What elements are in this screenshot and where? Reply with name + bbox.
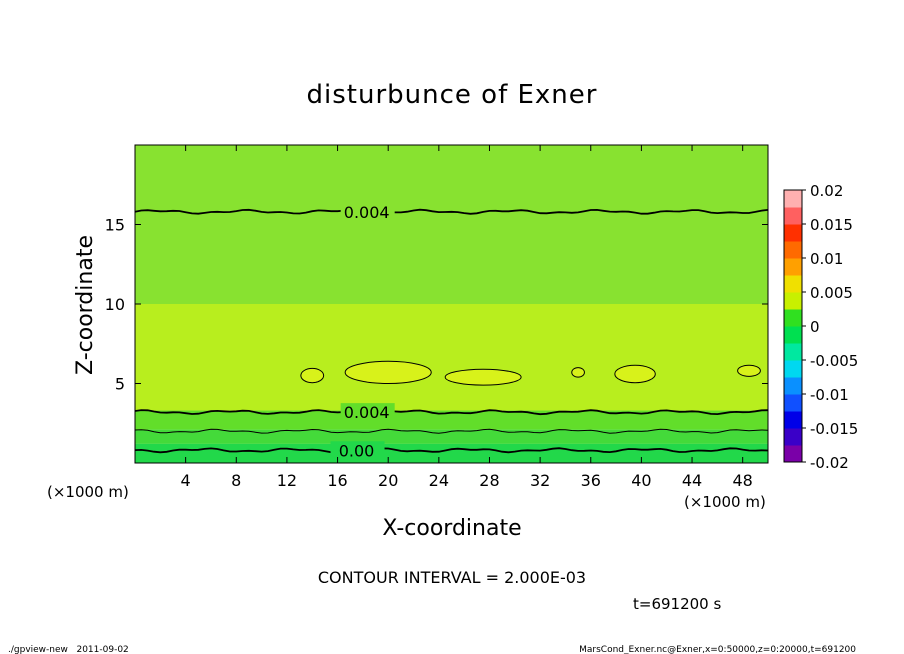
contour-line-1 <box>135 409 768 416</box>
x-tick-label: 44 <box>682 471 702 490</box>
colorbar-segment <box>784 445 802 463</box>
colorbar-segment <box>784 343 802 361</box>
x-unit-right: (×1000 m) <box>684 493 766 511</box>
x-axis-label: X-coordinate <box>382 516 521 541</box>
x-tick-label: 48 <box>733 471 753 490</box>
colorbar-tick-label: -0.02 <box>810 454 849 472</box>
colorbar-segment <box>784 411 802 429</box>
y-axis-label: Z-coordinate <box>73 235 98 375</box>
y-tick-label: 15 <box>105 216 125 235</box>
band-0 <box>135 145 768 304</box>
colorbar-tick-label: -0.005 <box>810 352 858 370</box>
closed-contour-0 <box>300 367 325 384</box>
closed-contour-1 <box>344 360 432 384</box>
closed-contours <box>300 360 761 386</box>
colorbar-tick-label: 0 <box>810 318 820 336</box>
colorbar-segment <box>784 309 802 327</box>
colorbar-segment <box>784 428 802 446</box>
colorbar-segment <box>784 190 802 208</box>
contour-interval-text: CONTOUR INTERVAL = 2.000E-03 <box>318 568 586 587</box>
plot-area: 0.004 0.004 0.00 <box>135 145 768 463</box>
closed-contour-3 <box>614 364 656 384</box>
colorbar-segment <box>784 241 802 259</box>
x-tick-label: 24 <box>429 471 449 490</box>
x-tick-label: 20 <box>378 471 398 490</box>
colorbar-tick-label: -0.01 <box>810 386 849 404</box>
contour-line-0 <box>135 208 768 215</box>
contour-label-bg <box>340 403 395 422</box>
x-tick-label: 28 <box>479 471 499 490</box>
colorbar-tick-label: 0.005 <box>810 284 853 302</box>
y-tick-label: 5 <box>115 375 125 394</box>
contour-label-bg <box>330 441 385 460</box>
closed-contour-2 <box>444 368 522 386</box>
x-tick-label: 40 <box>631 471 651 490</box>
contour-line-2 <box>135 428 768 434</box>
colorbar-segment <box>784 326 802 344</box>
colorbar-tick-label: 0.02 <box>810 182 843 200</box>
contour-lines: 0.004 0.004 0.00 <box>135 202 768 460</box>
colorbar-tick-label: -0.015 <box>810 420 858 438</box>
footer-right-text: MarsCond_Exner.nc@Exner,x=0:50000,z=0:20… <box>579 645 856 654</box>
colorbar-segment <box>784 292 802 310</box>
x-tick-label: 12 <box>277 471 297 490</box>
x-tick-label: 4 <box>181 471 191 490</box>
x-unit-left: (×1000 m) <box>47 483 129 501</box>
colorbar-tick-label: 0.015 <box>810 216 853 234</box>
chart-title: disturbunce of Exner <box>307 80 598 110</box>
x-tick-label: 32 <box>530 471 550 490</box>
colorbar-segment <box>784 377 802 395</box>
contour-label: 0.00 <box>339 441 375 460</box>
contour-label: 0.004 <box>344 203 390 222</box>
contour-label-bg <box>340 202 395 221</box>
x-axis: 4 8 12 16 20 24 28 32 36 40 44 48 <box>181 145 753 490</box>
y-axis: 5 10 15 <box>105 216 768 394</box>
x-tick-label: 8 <box>231 471 241 490</box>
footer-left-text: ./gpview-new 2011-09-02 <box>8 645 129 654</box>
filled-bands <box>135 145 768 463</box>
band-1 <box>135 304 768 411</box>
closed-contour-4 <box>571 367 585 378</box>
band-2 <box>135 410 768 430</box>
colorbar-segment <box>784 258 802 276</box>
colorbar-segment <box>784 394 802 412</box>
colorbar-segment <box>784 207 802 225</box>
contour-label: 0.004 <box>344 403 390 422</box>
colorbar: 0.02 0.015 0.01 0.005 0 -0.005 -0.01 -0.015 -0.0… <box>783 182 858 472</box>
colorbar-segment <box>784 275 802 293</box>
y-tick-label: 10 <box>105 295 125 314</box>
colorbar-tick-label: 0.01 <box>810 250 843 268</box>
time-text: t=691200 s <box>633 595 721 613</box>
colorbar-segment <box>784 360 802 378</box>
x-tick-label: 16 <box>327 471 347 490</box>
band-4 <box>135 443 768 463</box>
contour-line-3 <box>135 447 768 454</box>
colorbar-segment <box>784 224 802 242</box>
closed-contour-5 <box>737 364 761 377</box>
x-tick-label: 36 <box>581 471 601 490</box>
